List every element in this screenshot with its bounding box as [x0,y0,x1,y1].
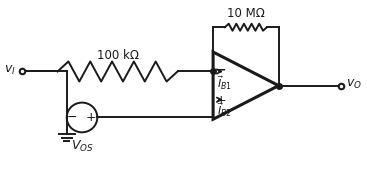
Text: 10 MΩ: 10 MΩ [227,7,265,20]
Text: $v_I$: $v_I$ [4,64,15,77]
Text: 100 kΩ: 100 kΩ [97,49,138,62]
Text: −: − [67,111,78,124]
Text: $v_O$: $v_O$ [346,78,362,92]
Text: $V_{OS}$: $V_{OS}$ [71,139,93,154]
Text: +: + [86,111,96,124]
Text: $\vec{I}_{B2}$: $\vec{I}_{B2}$ [218,102,233,119]
Text: $\vec{I}_{B1}$: $\vec{I}_{B1}$ [218,74,233,92]
Text: +: + [216,94,226,107]
Text: −: − [216,63,226,76]
